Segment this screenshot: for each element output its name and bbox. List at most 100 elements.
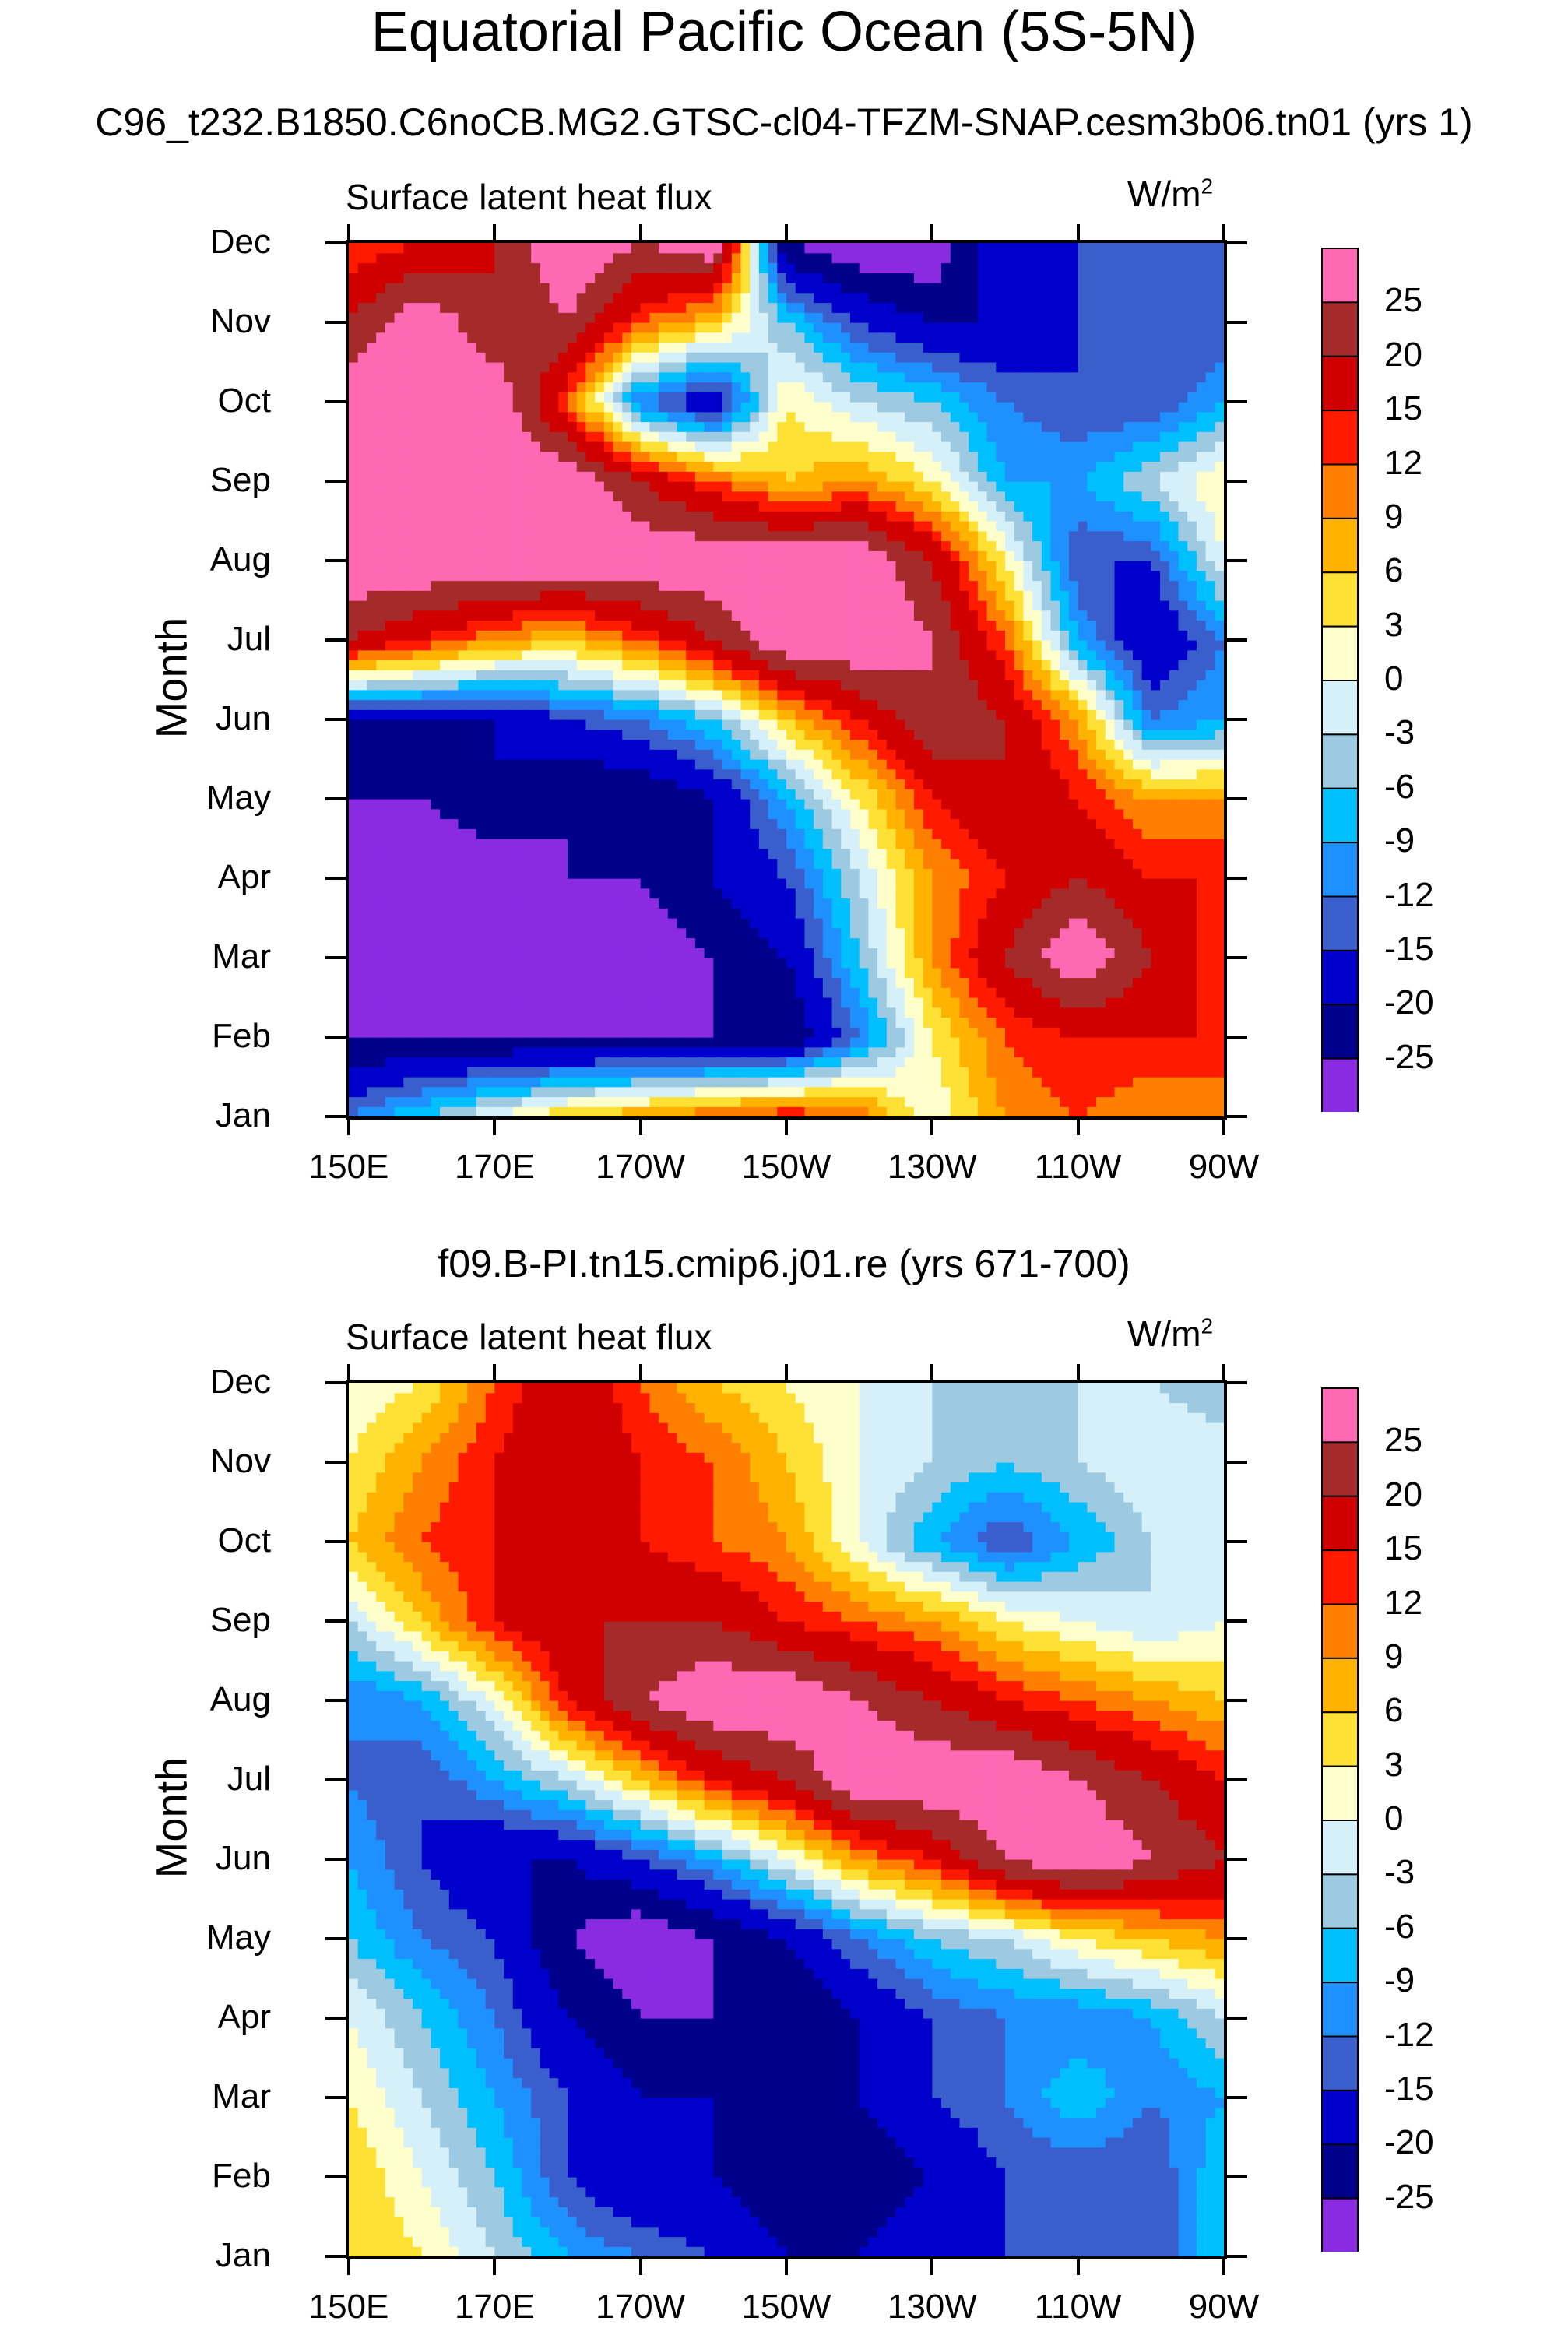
contour-cell <box>667 808 678 820</box>
contour-cell <box>504 759 514 770</box>
contour-cell <box>694 680 705 691</box>
contour-cell <box>421 640 431 651</box>
contour-cell <box>886 868 897 879</box>
contour-cell <box>1050 729 1060 740</box>
contour-cell <box>677 1046 687 1058</box>
contour-cell <box>694 799 705 810</box>
contour-cell <box>1178 779 1188 789</box>
contour-cell <box>1141 680 1151 691</box>
contour-cell <box>431 640 441 651</box>
contour-cell <box>750 670 760 680</box>
contour-cell <box>1078 630 1088 641</box>
contour-cell <box>722 680 733 691</box>
contour-cell <box>969 878 979 889</box>
contour-cell <box>986 997 997 1008</box>
contour-cell <box>859 689 869 701</box>
contour-cell <box>649 630 659 641</box>
contour-cell <box>758 878 769 889</box>
contour-cell <box>768 739 778 750</box>
contour-cell <box>403 1067 413 1078</box>
contour-cell <box>568 967 578 979</box>
contour-cell <box>905 680 915 691</box>
contour-cell <box>969 749 979 760</box>
contour-cell <box>713 799 723 810</box>
contour-cell <box>1187 977 1197 988</box>
contour-cell <box>512 739 523 750</box>
contour-cell <box>1105 927 1116 939</box>
contour-cell <box>1068 937 1079 948</box>
contour-cell <box>403 709 413 720</box>
contour-cell <box>694 768 705 780</box>
contour-cell <box>1151 1086 1161 1098</box>
contour-cell <box>1196 759 1207 770</box>
contour-cell <box>1023 888 1033 899</box>
contour-cell <box>768 610 778 621</box>
contour-cell <box>485 659 495 670</box>
contour-cell <box>603 848 614 860</box>
contour-cell <box>494 649 505 661</box>
contour-cell <box>777 868 787 879</box>
contour-cell <box>713 699 723 710</box>
contour-cell <box>448 779 459 789</box>
contour-cell <box>412 918 423 929</box>
contour-cell <box>349 878 359 889</box>
contour-cell <box>376 709 386 720</box>
contour-cell <box>923 768 933 780</box>
contour-cell <box>376 799 386 810</box>
contour-cell <box>1196 1017 1207 1028</box>
contour-cell <box>622 779 632 789</box>
contour-cell <box>448 670 459 680</box>
contour-cell <box>1132 670 1143 680</box>
contour-cell <box>494 997 505 1008</box>
contour-cell <box>859 759 869 770</box>
contour-cell <box>1023 670 1033 680</box>
contour-cell <box>512 620 523 631</box>
contour-cell <box>1068 1007 1079 1018</box>
contour-cell <box>913 1046 924 1058</box>
contour-cell <box>886 729 897 740</box>
contour-cell <box>969 908 979 919</box>
contour-cell <box>1078 987 1088 998</box>
contour-cell <box>731 878 742 889</box>
contour-cell <box>568 779 578 789</box>
contour-cell <box>804 808 814 820</box>
contour-cell <box>959 689 969 701</box>
contour-cell <box>1141 937 1151 948</box>
contour-cell <box>786 789 796 800</box>
contour-cell <box>694 759 705 770</box>
contour-cell <box>549 1007 559 1018</box>
contour-cell <box>576 839 587 849</box>
contour-cell <box>622 1057 632 1067</box>
contour-cell <box>804 610 814 621</box>
contour-cell <box>1096 908 1106 919</box>
contour-cell <box>467 649 477 661</box>
contour-cell <box>467 1067 477 1078</box>
contour-cell <box>595 1046 605 1058</box>
contour-cell <box>640 799 650 810</box>
contour-cell <box>1187 967 1197 979</box>
contour-cell <box>814 868 824 879</box>
contour-cell <box>1078 1106 1088 1116</box>
contour-cell <box>841 967 851 979</box>
contour-cell <box>1169 779 1180 789</box>
contour-cell <box>986 649 997 661</box>
contour-cell <box>1041 719 1052 730</box>
contour-cell <box>568 739 578 750</box>
contour-cell <box>1096 1086 1106 1098</box>
contour-cell <box>667 927 678 939</box>
contour-cell <box>1160 828 1170 839</box>
contour-cell <box>458 1077 468 1088</box>
contour-cell <box>603 799 614 810</box>
contour-cell <box>722 610 733 621</box>
contour-cell <box>1169 610 1180 621</box>
contour-cell <box>1078 927 1088 939</box>
contour-cell <box>467 948 477 958</box>
contour-cell <box>421 888 431 899</box>
contour-cell <box>795 839 806 849</box>
contour-cell <box>485 878 495 889</box>
contour-cell <box>1023 997 1033 1008</box>
contour-cell <box>713 1057 723 1067</box>
contour-cell <box>376 680 386 691</box>
contour-cell <box>349 1057 359 1067</box>
contour-cell <box>877 848 888 860</box>
